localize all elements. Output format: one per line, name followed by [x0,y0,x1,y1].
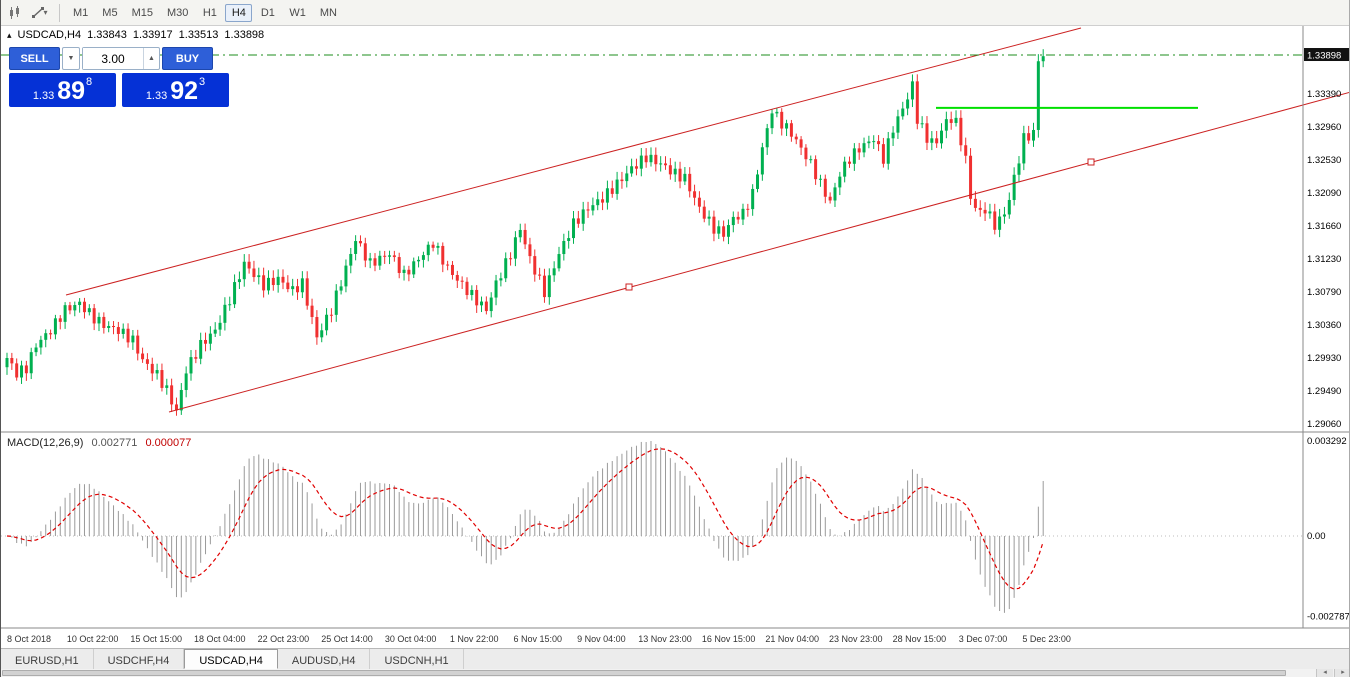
lot-dropdown[interactable]: ▼ [62,47,80,70]
trendline-handle [1087,158,1095,166]
macd-signal-value: 0.000077 [145,437,192,449]
svg-text:16 Nov 15:00: 16 Nov 15:00 [702,634,756,644]
chevron-up-icon: ▲ [148,55,155,62]
chart-ohlc-title: ▴ USDCAD,H4 1.33843 1.33917 1.33513 1.33… [7,29,264,41]
svg-text:9 Nov 04:00: 9 Nov 04:00 [577,634,626,644]
macd-indicator-label: MACD(12,26,9) 0.002771 0.000077 [7,437,191,449]
tab-usdcnh-h1[interactable]: USDCNH,H1 [370,649,464,669]
timeframe-button-h1[interactable]: H1 [202,6,217,19]
trendline-glyph [32,7,45,18]
line-studies-icon[interactable]: ▾ [29,3,51,23]
high-value: 1.33917 [132,29,173,41]
svg-text:-0.002787: -0.002787 [1307,611,1350,622]
svg-text:5 Dec 23:00: 5 Dec 23:00 [1022,634,1071,644]
svg-text:1 Nov 22:00: 1 Nov 22:00 [450,634,499,644]
svg-text:6 Nov 15:00: 6 Nov 15:00 [514,634,563,644]
toolbar-separator [59,3,60,22]
svg-text:1.32960: 1.32960 [1307,122,1341,133]
collapse-trade-panel-icon[interactable]: ▴ [7,29,12,40]
svg-text:1.32090: 1.32090 [1307,188,1341,199]
trend-channel-lower [168,92,1349,413]
svg-text:1.31230: 1.31230 [1307,254,1341,265]
sell-price-pips: 89 [57,77,86,105]
svg-text:1.33390: 1.33390 [1307,89,1341,100]
scroll-left-button[interactable]: ◂ [1316,669,1333,677]
tab-audusd-h4[interactable]: AUDUSD,H4 [278,649,371,669]
macd-main-value: 0.002771 [91,437,138,449]
low-value: 1.33513 [178,29,219,41]
tab-usdchf-h4[interactable]: USDCHF,H4 [94,649,185,669]
candlestick-series [5,49,1045,416]
open-value: 1.33843 [87,29,127,41]
buy-price-point: 3 [199,76,206,88]
svg-text:3 Dec 07:00: 3 Dec 07:00 [959,634,1008,644]
candlestick-glyph [10,5,19,19]
svg-text:18 Oct 04:00: 18 Oct 04:00 [194,634,246,644]
timeframe-button-m1[interactable]: M1 [73,6,89,19]
svg-text:1.30360: 1.30360 [1307,320,1341,331]
svg-text:25 Oct 14:00: 25 Oct 14:00 [321,634,373,644]
timeframe-button-m15[interactable]: M15 [131,6,153,19]
hscrollbar-thumb[interactable] [2,670,1286,676]
svg-text:8 Oct 2018: 8 Oct 2018 [7,634,51,644]
symbol-tab-bar: EURUSD,H1 USDCHF,H4 USDCAD,H4 AUDUSD,H4 … [1,648,1349,669]
svg-text:15 Oct 15:00: 15 Oct 15:00 [130,634,182,644]
timeframe-button-m5[interactable]: M5 [102,6,118,19]
svg-text:1.29930: 1.29930 [1307,353,1341,364]
buy-button[interactable]: BUY [162,47,213,70]
chart-hscrollbar[interactable]: ◂ ▸ [1,669,1349,677]
dropdown-caret-icon[interactable]: ▾ [43,8,48,17]
chart-type-icon[interactable] [4,3,26,23]
svg-text:1.30790: 1.30790 [1307,287,1341,298]
svg-text:0.00: 0.00 [1307,531,1326,542]
svg-text:1.31660: 1.31660 [1307,221,1341,232]
timeframe-toolbar: ▾ M1 M5 M15 M30 H1 H4 D1 W1 MN [1,0,1349,26]
buy-price-pips: 92 [170,77,199,105]
svg-text:22 Oct 23:00: 22 Oct 23:00 [258,634,310,644]
macd-histogram [11,440,1044,613]
svg-text:30 Oct 04:00: 30 Oct 04:00 [385,634,437,644]
chart-canvas[interactable]: 1.33390 1.32960 1.32530 1.32090 1.31660 1.312… [1,26,1350,648]
svg-text:1.32530: 1.32530 [1307,155,1341,166]
tab-eurusd-h1[interactable]: EURUSD,H1 [1,649,94,669]
chevron-down-icon: ▼ [67,55,75,62]
svg-text:0.003292: 0.003292 [1307,436,1347,447]
close-value: 1.33898 [224,29,265,41]
macd-name: MACD(12,26,9) [7,437,84,449]
sell-price-prefix: 1.33 [32,90,55,102]
current-price-tag [1304,48,1349,62]
trend-channel-upper [65,27,1082,296]
timeframe-button-d1[interactable]: D1 [260,6,275,19]
trendline-handle [625,283,633,291]
sell-price-point: 8 [86,76,93,88]
one-click-trade-panel: SELL ▼ ▲ BUY 1.33 89 8 1.33 92 3 [9,47,229,107]
svg-text:1.29060: 1.29060 [1307,419,1341,430]
sell-price-display[interactable]: 1.33 89 8 [9,73,116,107]
svg-text:28 Nov 15:00: 28 Nov 15:00 [893,634,947,644]
svg-text:1.33898: 1.33898 [1307,51,1341,62]
timeframe-button-m30[interactable]: M30 [166,6,189,19]
lot-stepper[interactable]: ▲ [143,48,159,69]
svg-text:13 Nov 23:00: 13 Nov 23:00 [638,634,692,644]
buy-price-prefix: 1.33 [145,90,168,102]
timeframe-button-mn[interactable]: MN [319,6,337,19]
timeframe-button-w1[interactable]: W1 [289,6,306,19]
timeframe-button-h4[interactable]: H4 [225,3,253,22]
lot-size-input[interactable] [83,48,143,69]
symbol-period-label: USDCAD,H4 [17,29,82,41]
scroll-right-button[interactable]: ▸ [1334,669,1349,677]
svg-text:1.29490: 1.29490 [1307,386,1341,397]
sell-button[interactable]: SELL [9,47,60,70]
tab-usdcad-h4[interactable]: USDCAD,H4 [184,649,278,669]
svg-text:23 Nov 23:00: 23 Nov 23:00 [829,634,883,644]
svg-text:21 Nov 04:00: 21 Nov 04:00 [765,634,819,644]
svg-text:10 Oct 22:00: 10 Oct 22:00 [67,634,119,644]
buy-price-display[interactable]: 1.33 92 3 [122,73,229,107]
